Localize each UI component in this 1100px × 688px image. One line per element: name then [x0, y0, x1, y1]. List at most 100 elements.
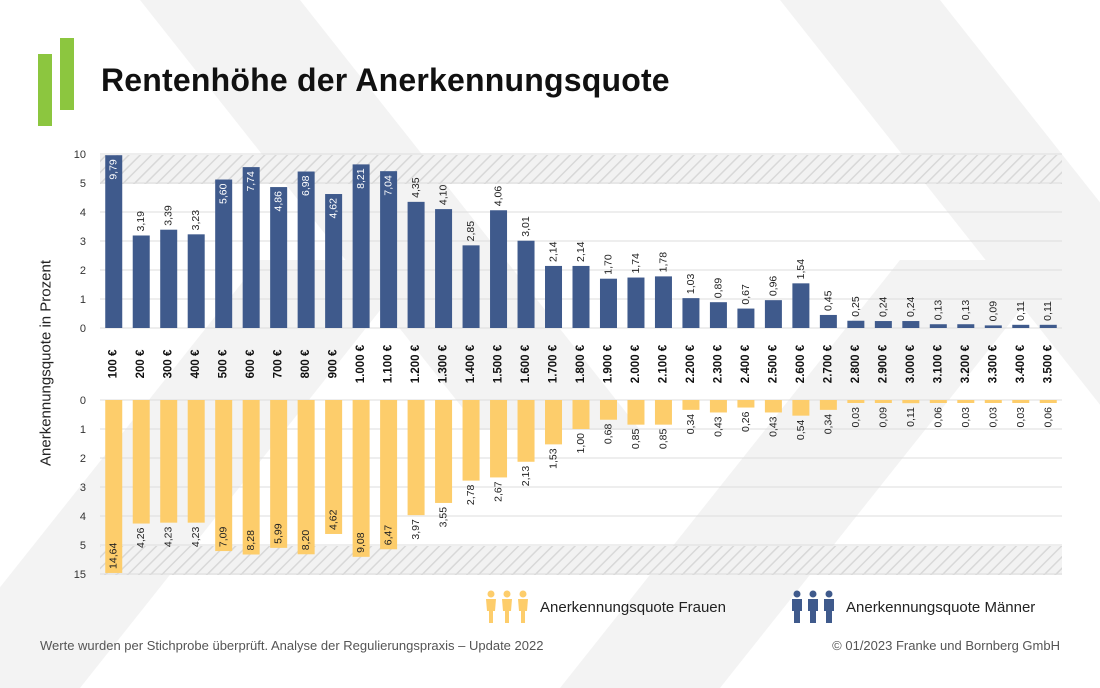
data-label-women: 0,54: [795, 420, 807, 441]
bar-women: [929, 400, 947, 403]
data-label-men: 2,85: [465, 221, 477, 242]
legend-women: Anerkennungsquote Frauen: [484, 590, 726, 624]
bar-women: [1039, 400, 1057, 403]
data-label-men: 0,96: [767, 276, 779, 297]
x-tick-label: 1.700 €: [548, 344, 560, 383]
bar-women: [132, 400, 150, 524]
data-label-men: 0,67: [740, 284, 752, 305]
y-tick-label: 0: [80, 395, 86, 407]
data-label-women: 0,03: [960, 407, 972, 428]
x-tick-label: 2.000 €: [630, 344, 642, 383]
y-tick-label: 5: [80, 540, 86, 552]
data-label-women: 4,23: [163, 527, 175, 548]
data-label-men: 0,24: [905, 296, 917, 317]
bar-men: [599, 278, 617, 328]
data-label-women: 0,34: [685, 414, 697, 435]
data-label-women: 8,28: [245, 530, 257, 551]
bar-men: [709, 302, 727, 328]
data-label-men: 0,89: [712, 278, 724, 299]
x-tick-label: 3.500 €: [1042, 344, 1054, 383]
bar-women: [1012, 400, 1030, 403]
bar-men: [682, 298, 700, 328]
data-label-men: 5,60: [218, 183, 230, 204]
x-tick-label: 2.800 €: [850, 344, 862, 383]
y-tick-label: 0: [80, 323, 86, 335]
bar-women: [462, 400, 480, 481]
bar-men: [215, 179, 233, 328]
data-label-women: 0,34: [822, 414, 834, 435]
bar-men: [572, 265, 590, 328]
y-tick-label: 1: [80, 424, 86, 436]
data-label-men: 3,23: [190, 210, 202, 231]
bar-women: [599, 400, 617, 420]
bar-men: [819, 314, 837, 328]
bar-women: [380, 400, 398, 550]
y-tick-label: 3: [80, 482, 86, 494]
x-tick-label: 3.400 €: [1015, 344, 1027, 383]
x-tick-label: 2.700 €: [822, 344, 834, 383]
x-tick-label: 3.200 €: [960, 344, 972, 383]
data-label-men: 4,86: [273, 191, 285, 212]
x-tick-label: 1.500 €: [493, 344, 505, 383]
y-tick-label: 4: [80, 511, 86, 523]
bar-men: [380, 171, 398, 328]
logo-bar-right: [60, 38, 74, 110]
data-label-women: 0,06: [932, 407, 944, 428]
bar-men: [462, 245, 480, 328]
bar-women: [682, 400, 700, 410]
bar-women: [902, 400, 920, 404]
data-label-women: 0,43: [712, 416, 724, 437]
x-tick-label: 1.000 €: [355, 344, 367, 383]
data-label-women: 6,47: [383, 525, 395, 546]
data-label-men: 4,06: [493, 186, 505, 207]
data-label-men: 0,13: [932, 300, 944, 321]
bar-men: [407, 201, 425, 328]
data-label-women: 1,53: [548, 448, 560, 469]
women-group-icon: [486, 590, 528, 623]
bar-men: [1012, 324, 1030, 328]
x-tick-label: 600 €: [245, 349, 257, 378]
bar-women: [764, 400, 782, 413]
legend-men-label: Anerkennungsquote Männer: [846, 598, 1036, 616]
bar-men: [764, 300, 782, 328]
bar-women: [160, 400, 178, 523]
data-label-men: 8,21: [355, 168, 367, 189]
bar-women: [545, 400, 563, 445]
bar-men: [957, 324, 975, 328]
bar-men: [984, 325, 1002, 328]
y-tick-label: 4: [80, 207, 86, 219]
data-label-women: 0,43: [767, 416, 779, 437]
x-tick-label: 800 €: [300, 349, 312, 378]
x-tick-label: 900 €: [328, 349, 340, 378]
data-label-women: 8,20: [300, 530, 312, 551]
data-label-women: 0,03: [850, 407, 862, 428]
y-tick-label: 2: [80, 453, 86, 465]
data-label-men: 3,01: [520, 216, 532, 237]
bar-chart: 0 1 2 3 4 5 10 0 1 2 3 4 5 15 9,79 14,64 100 € 3,19 4,26 2…: [74, 149, 1062, 581]
data-label-men: 7,74: [245, 171, 257, 192]
data-label-men: 0,45: [822, 290, 834, 311]
data-label-women: 4,26: [135, 527, 147, 548]
data-label-women: 0,85: [630, 428, 642, 449]
data-label-men: 0,11: [1042, 301, 1054, 321]
bar-men: [654, 276, 672, 328]
x-tick-label: 1.300 €: [438, 344, 450, 383]
bar-women: [737, 400, 755, 408]
data-label-men: 2,14: [575, 241, 587, 262]
data-label-men: 7,04: [383, 175, 395, 196]
bar-women: [325, 400, 343, 534]
bar-men: [352, 164, 370, 328]
data-label-men: 4,35: [410, 177, 422, 198]
men-group-icon: [792, 590, 834, 623]
y-tick-label: 10: [74, 149, 86, 161]
data-label-women: 5,99: [273, 523, 285, 544]
data-label-women: 3,55: [438, 507, 450, 528]
data-label-women: 0,11: [905, 407, 917, 427]
bar-men: [929, 324, 947, 328]
legend-women-label: Anerkennungsquote Frauen: [540, 598, 726, 616]
data-label-men: 6,98: [300, 175, 312, 196]
x-tick-label: 2.300 €: [712, 344, 724, 383]
bar-women: [352, 400, 370, 557]
bar-men: [1039, 324, 1057, 328]
bar-men: [325, 194, 343, 328]
